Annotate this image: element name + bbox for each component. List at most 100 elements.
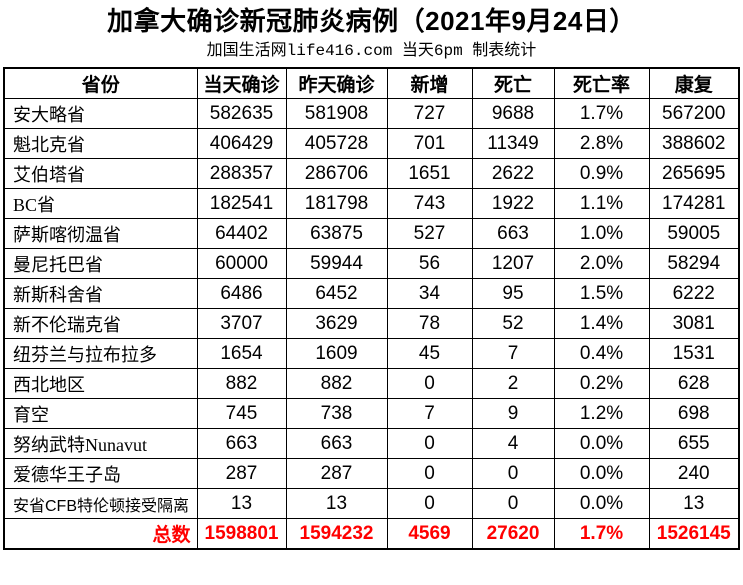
cell-value: 1651 [386,158,473,189]
cell-value: 882 [285,368,388,399]
table-row: 西北地区 882 882 0 2 0.2% 628 [3,368,740,399]
cell-value: 1.4% [553,308,650,339]
cell-value: 581908 [285,98,388,129]
cell-value: 388602 [648,128,740,159]
cell-value: 406429 [196,128,287,159]
cell-value: 0 [386,458,473,489]
page-title: 加拿大确诊新冠肺炎病例（2021年9月24日） [107,6,636,36]
table-row: 爱德华王子岛 287 287 0 0 0.0% 240 [3,458,740,489]
table-row: BC省 182541 181798 743 1922 1.1% 174281 [3,188,740,219]
cell-province: 努纳武特Nunavut [3,428,198,459]
cell-value: 582635 [196,98,287,129]
cell-province: 育空 [3,398,198,429]
cell-value: 4 [471,428,555,459]
cell-value: 1207 [471,248,555,279]
page-subtitle: 加国生活网life416.com 当天6pm 制表统计 [206,42,537,60]
header-row: 省份 当天确诊 昨天确诊 新增 死亡 死亡率 康复 [3,67,740,99]
table-row: 安省CFB特伦顿接受隔离 13 13 0 0 0.0% 13 [3,488,740,519]
cell-value: 59944 [285,248,388,279]
column-header: 昨天确诊 [285,67,388,99]
cell-value: 240 [648,458,740,489]
cell-value: 2 [471,368,555,399]
cell-province: 萨斯喀彻温省 [3,218,198,249]
cell-value: 58294 [648,248,740,279]
cell-value: 0 [471,488,555,519]
column-header: 省份 [3,67,198,99]
cell-value: 663 [285,428,388,459]
cell-value: 288357 [196,158,287,189]
covid-table: 省份 当天确诊 昨天确诊 新增 死亡 死亡率 康复 安大略省 582635 581908 727 9… [3,67,740,550]
cell-value: 0 [386,428,473,459]
column-header: 死亡率 [553,67,650,99]
table-row: 安大略省 582635 581908 727 9688 1.7% 567200 [3,98,740,129]
cell-value: 78 [386,308,473,339]
cell-province: 安大略省 [3,98,198,129]
cell-province: 西北地区 [3,368,198,399]
total-value: 1598801 [196,518,287,550]
cell-value: 0.0% [553,458,650,489]
cell-value: 655 [648,428,740,459]
cell-value: 13 [196,488,287,519]
cell-value: 1.0% [553,218,650,249]
cell-value: 628 [648,368,740,399]
cell-value: 13 [285,488,388,519]
cell-value: 13 [648,488,740,519]
cell-value: 95 [471,278,555,309]
cell-value: 6452 [285,278,388,309]
cell-value: 287 [196,458,287,489]
cell-value: 34 [386,278,473,309]
cell-value: 567200 [648,98,740,129]
cell-value: 1.2% [553,398,650,429]
total-value: 1594232 [285,518,388,550]
column-header: 新增 [386,67,473,99]
cell-value: 3081 [648,308,740,339]
cell-value: 63875 [285,218,388,249]
cell-value: 0.4% [553,338,650,369]
cell-value: 1.1% [553,188,650,219]
table-row: 魁北克省 406429 405728 701 11349 2.8% 388602 [3,128,740,159]
cell-value: 52 [471,308,555,339]
column-header: 当天确诊 [196,67,287,99]
cell-value: 174281 [648,188,740,219]
cell-value: 3707 [196,308,287,339]
cell-province: 新不伦瑞克省 [3,308,198,339]
cell-value: 60000 [196,248,287,279]
cell-value: 11349 [471,128,555,159]
cell-value: 0 [471,458,555,489]
cell-value: 527 [386,218,473,249]
cell-value: 45 [386,338,473,369]
cell-value: 6222 [648,278,740,309]
cell-province: 曼尼托巴省 [3,248,198,279]
cell-value: 1531 [648,338,740,369]
cell-province: 爱德华王子岛 [3,458,198,489]
cell-value: 1922 [471,188,555,219]
total-label: 总数 [3,518,198,550]
table-row: 育空 745 738 7 9 1.2% 698 [3,398,740,429]
table-row: 纽芬兰与拉布拉多 1654 1609 45 7 0.4% 1531 [3,338,740,369]
cell-value: 405728 [285,128,388,159]
column-header: 死亡 [471,67,555,99]
cell-value: 0 [386,368,473,399]
cell-value: 727 [386,98,473,129]
cell-value: 181798 [285,188,388,219]
cell-value: 9 [471,398,555,429]
table-row: 努纳武特Nunavut 663 663 0 4 0.0% 655 [3,428,740,459]
table-row: 萨斯喀彻温省 64402 63875 527 663 1.0% 59005 [3,218,740,249]
cell-province: 新斯科舍省 [3,278,198,309]
column-header: 康复 [648,67,740,99]
cell-value: 663 [471,218,555,249]
total-value: 1526145 [648,518,740,550]
cell-value: 0.9% [553,158,650,189]
cell-province: 纽芬兰与拉布拉多 [3,338,198,369]
cell-value: 64402 [196,218,287,249]
cell-value: 7 [471,338,555,369]
cell-value: 882 [196,368,287,399]
cell-value: 7 [386,398,473,429]
cell-value: 663 [196,428,287,459]
cell-value: 0 [386,488,473,519]
table-body: 安大略省 582635 581908 727 9688 1.7% 567200 魁北克省 406… [3,98,740,550]
cell-province: 魁北克省 [3,128,198,159]
cell-value: 59005 [648,218,740,249]
table-row: 新斯科舍省 6486 6452 34 95 1.5% 6222 [3,278,740,309]
cell-value: 265695 [648,158,740,189]
